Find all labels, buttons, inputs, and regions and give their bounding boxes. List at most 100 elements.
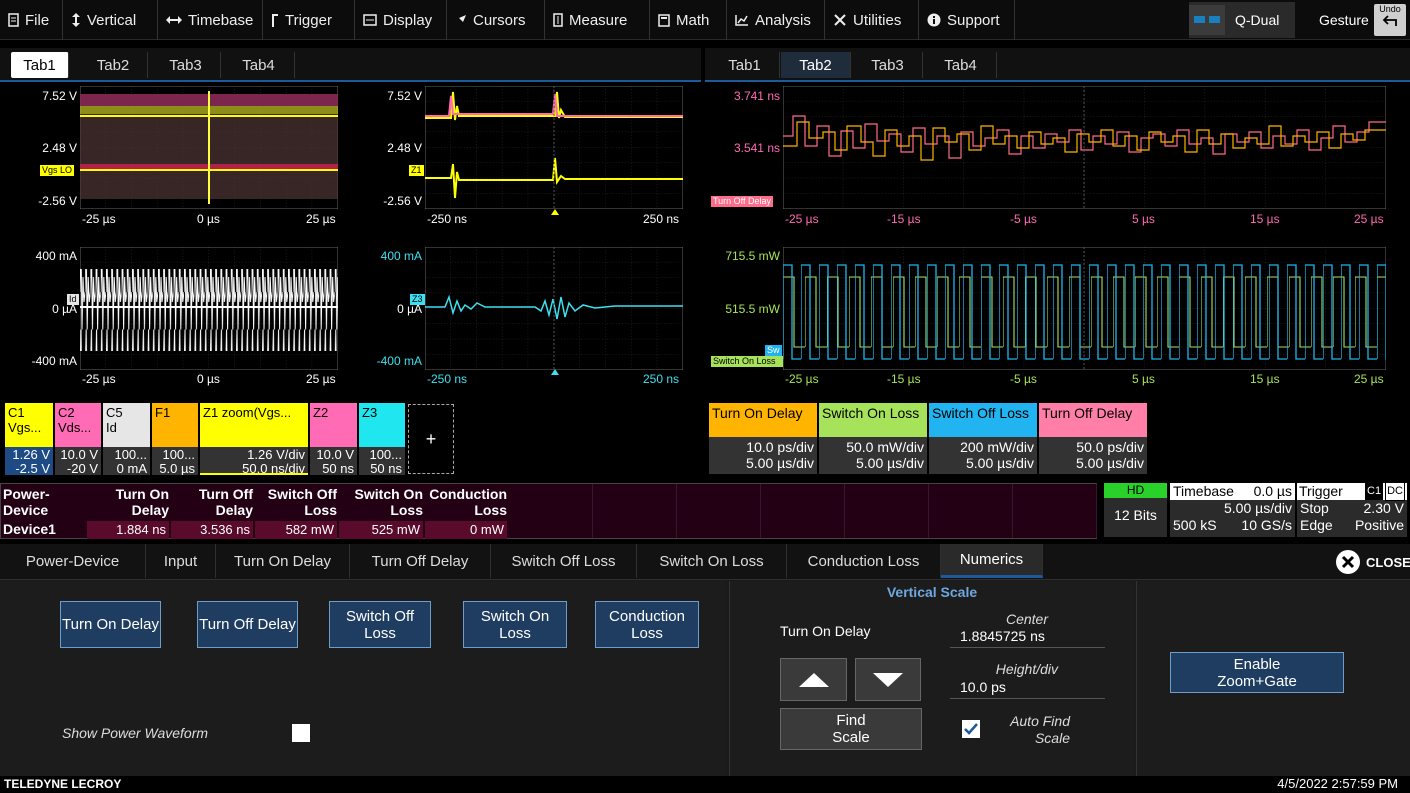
scale-down-button[interactable]	[855, 658, 921, 701]
grid5-trace-tag[interactable]: Z3	[410, 294, 425, 305]
dialog-tab-input[interactable]: Input	[146, 544, 216, 578]
grid2-trace-tag[interactable]: Z1	[409, 165, 424, 176]
dialog-tab-switch-off-loss[interactable]: Switch Off Loss	[491, 544, 637, 578]
descriptor-switch-on-loss-name: Switch On Loss	[819, 403, 927, 437]
grid4-trace-tag[interactable]: Id	[67, 294, 79, 305]
descriptor-turn-off-delay[interactable]: Turn Off Delay 50.0 ps/div 5.00 µs/div	[1039, 403, 1147, 474]
grid-2-waveform[interactable]	[425, 86, 683, 209]
grid6-x-3: -5 µs	[1010, 372, 1037, 386]
descriptor-z1-v2: 50.0 ns/div	[242, 461, 305, 476]
grid1-y-top: 7.52 V	[42, 89, 77, 103]
enable-zoom-gate-button[interactable]: Enable Zoom+Gate	[1170, 652, 1344, 693]
auto-find-scale-checkbox[interactable]	[962, 720, 980, 738]
undo-button[interactable]: Undo	[1374, 4, 1406, 36]
right-tab-1[interactable]: Tab1	[710, 52, 780, 78]
descriptor-c5-v2: 0 mA	[116, 461, 147, 476]
conduction-loss-button[interactable]: Conduction Loss	[595, 601, 699, 648]
turn-off-delay-button[interactable]: Turn Off Delay	[197, 601, 298, 648]
dialog-tab-numerics[interactable]: Numerics	[941, 544, 1043, 578]
grid-1-waveform[interactable]	[80, 86, 338, 209]
close-button[interactable]: CLOSE	[1335, 548, 1410, 576]
menu-utilities[interactable]: Utilities	[825, 0, 919, 40]
descriptor-f1[interactable]: F1 100... 5.0 µs	[152, 403, 198, 475]
menu-math[interactable]: Math	[650, 0, 727, 40]
grid6-x-1: -25 µs	[785, 372, 819, 386]
menu-measure[interactable]: Measure	[545, 0, 650, 40]
height-div-label: Height/div	[995, 661, 1058, 677]
trigger-channel: C1	[1365, 483, 1384, 500]
ptable-turn-off-value: 3.536 ns	[171, 521, 253, 539]
dialog-tab-conduction-loss[interactable]: Conduction Loss	[787, 544, 941, 578]
grid6-y-top: 715.5 mW	[725, 249, 780, 263]
turn-on-delay-button[interactable]: Turn On Delay	[60, 601, 161, 648]
gesture-toggle[interactable]: Gesture	[1300, 0, 1410, 40]
trigger-label: Trigger	[1299, 483, 1343, 499]
scale-up-button[interactable]	[780, 658, 847, 701]
descriptor-switch-off-loss[interactable]: Switch Off Loss 200 mW/div 5.00 µs/div	[929, 403, 1037, 474]
height-div-field[interactable]: 10.0 ps	[950, 679, 1105, 699]
find-scale-button[interactable]: Find Scale	[780, 708, 922, 750]
descriptor-z1[interactable]: Z1 zoom(Vgs... 1.26 V/div 50.0 ns/div	[200, 403, 308, 475]
show-power-waveform-checkbox[interactable]	[292, 724, 310, 742]
descriptor-switch-on-loss[interactable]: Switch On Loss 50.0 mW/div 5.00 µs/div	[819, 403, 927, 474]
descriptor-turn-on-delay[interactable]: Turn On Delay 10.0 ps/div 5.00 µs/div	[709, 403, 817, 474]
menu-support[interactable]: Support	[919, 0, 1015, 40]
grid2-x-right: 250 ns	[643, 212, 680, 226]
switch-on-loss-button[interactable]: Switch On Loss	[463, 601, 567, 648]
display-mode-selector[interactable]: Q-Dual	[1189, 2, 1295, 38]
trigger-coupling: DC	[1385, 482, 1405, 501]
dialog-tab-turn-off-delay[interactable]: Turn Off Delay	[350, 544, 491, 578]
menu-file[interactable]: File	[0, 0, 63, 40]
center-field[interactable]: 1.8845725 ns	[950, 628, 1105, 648]
right-tab-2[interactable]: Tab2	[781, 52, 851, 78]
grid6-trace-tag[interactable]: Switch On Loss	[711, 356, 783, 367]
descriptor-z3[interactable]: Z3 100... 50 ns	[359, 403, 405, 475]
grid-4-waveform[interactable]	[80, 247, 338, 370]
ptable-switch-on-value: 525 mW	[339, 521, 423, 539]
grid5-trigger-marker-icon	[551, 369, 559, 375]
menu-display[interactable]: Display	[355, 0, 447, 40]
acquisition-resolution[interactable]: HD 12 Bits	[1104, 483, 1167, 537]
menu-vertical[interactable]: Vertical	[63, 0, 158, 40]
switch-off-loss-button[interactable]: Switch Off Loss	[329, 601, 431, 648]
grid1-y-bot: -2.56 V	[38, 194, 77, 208]
left-tab-1[interactable]: Tab1	[11, 52, 69, 78]
descriptor-c5[interactable]: C5 Id 100... 0 mA	[103, 403, 150, 475]
grid-3-waveform[interactable]	[783, 86, 1386, 209]
left-tab-4[interactable]: Tab4	[223, 52, 295, 78]
grid6-trace-tag-2[interactable]: Sw	[765, 345, 782, 356]
grid-6-waveform[interactable]	[783, 247, 1386, 370]
trigger-type: Edge	[1300, 517, 1333, 533]
grid1-trace-tag[interactable]: Vgs LO	[40, 165, 75, 176]
menu-timebase[interactable]: Timebase	[158, 0, 263, 40]
descriptor-c1[interactable]: C1 Vgs... 1.26 V -2.5 V	[5, 403, 53, 475]
grid4-x-right: 25 µs	[306, 372, 336, 386]
status-bar: TELEDYNE LECROY 4/5/2022 2:57:59 PM	[0, 776, 1410, 793]
ptable-header-switch-on: Switch On Loss	[354, 486, 423, 518]
left-tab-3[interactable]: Tab3	[151, 52, 221, 78]
trigger-descriptor[interactable]: Trigger C1 DC Stop 2.30 V Edge Positive	[1297, 482, 1407, 537]
grid5-x-left: -250 ns	[427, 372, 468, 386]
descriptor-c5-name: C5 Id	[103, 403, 150, 447]
grid-5-waveform[interactable]	[425, 247, 683, 370]
descriptor-z2[interactable]: Z2 10.0 V 50 ns	[310, 403, 357, 475]
grid3-trace-tag[interactable]: Turn Off Delay	[711, 196, 774, 207]
menu-cursors[interactable]: Cursors	[447, 0, 545, 40]
brand-logo: TELEDYNE LECROY	[4, 777, 122, 791]
left-tab-2[interactable]: Tab2	[79, 52, 148, 78]
dialog-tab-power-device[interactable]: Power-Device	[0, 544, 146, 578]
timebase-descriptor[interactable]: Timebase 0.0 µs 5.00 µs/div 500 kS 10 GS/s	[1170, 483, 1295, 537]
vertical-scale-parameter: Turn On Delay	[780, 623, 871, 639]
menu-analysis[interactable]: Analysis	[727, 0, 825, 40]
timebase-label: Timebase	[1173, 483, 1234, 499]
add-trace-button[interactable]: +	[408, 404, 454, 474]
ptable-turn-on-value: 1.884 ns	[87, 521, 169, 539]
right-tab-3[interactable]: Tab3	[853, 52, 923, 78]
ptable-header-device: Power- Device	[3, 486, 50, 518]
menu-trigger[interactable]: Trigger	[263, 0, 355, 40]
descriptor-c2[interactable]: C2 Vds... 10.0 V -20 V	[55, 403, 101, 475]
dialog-tab-turn-on-delay[interactable]: Turn On Delay	[216, 544, 350, 578]
right-tab-4[interactable]: Tab4	[925, 52, 997, 78]
bits-label: 12 Bits	[1114, 507, 1157, 523]
dialog-tab-switch-on-loss[interactable]: Switch On Loss	[637, 544, 787, 578]
